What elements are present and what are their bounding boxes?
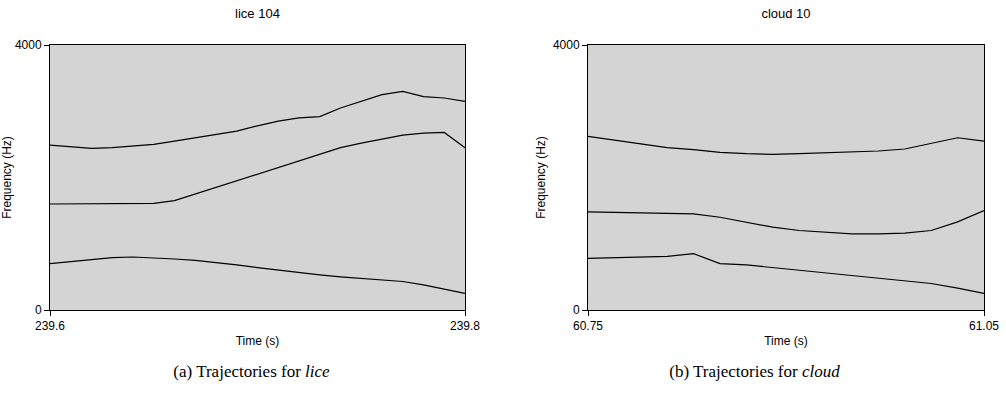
svg-text:cloud 10: cloud 10: [761, 6, 810, 21]
svg-text:Frequency (Hz): Frequency (Hz): [0, 136, 14, 219]
svg-text:60.75: 60.75: [573, 319, 603, 333]
svg-text:Time (s): Time (s): [236, 334, 280, 348]
svg-text:4000: 4000: [15, 38, 42, 52]
svg-text:239.6: 239.6: [35, 319, 65, 333]
svg-text:61.05: 61.05: [969, 319, 999, 333]
svg-text:0: 0: [573, 303, 580, 317]
svg-text:239.8: 239.8: [450, 319, 480, 333]
svg-text:4000: 4000: [553, 38, 580, 52]
svg-text:lice 104: lice 104: [235, 6, 280, 21]
svg-text:Time (s): Time (s): [764, 334, 808, 348]
html-text:(a) Trajectories for lice: (a) Trajectories for lice: [173, 362, 330, 381]
svg-text:0: 0: [35, 303, 42, 317]
svg-text:Frequency (Hz): Frequency (Hz): [534, 136, 548, 219]
html-text:(b) Trajectories for cloud: (b) Trajectories for cloud: [669, 362, 840, 381]
